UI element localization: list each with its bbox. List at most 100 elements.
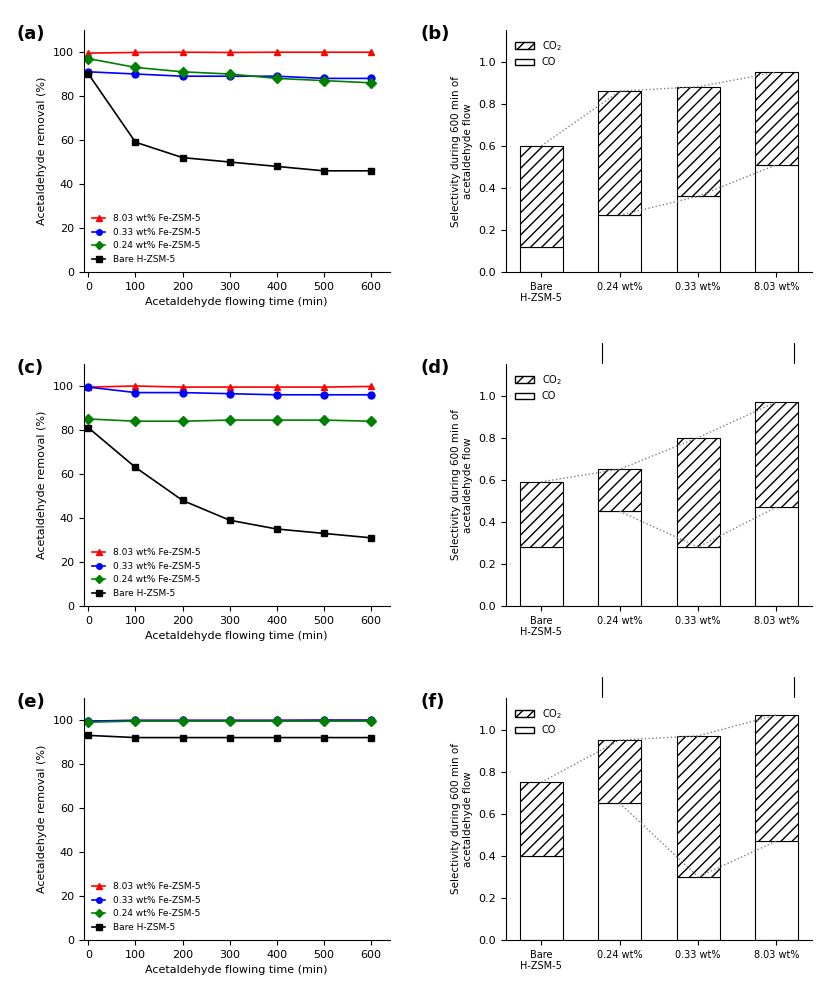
Bar [754, 72, 797, 165]
Line: 0.33 wt% Fe-ZSM-5: 0.33 wt% Fe-ZSM-5 [84, 717, 374, 725]
Line: 8.03 wt% Fe-ZSM-5: 8.03 wt% Fe-ZSM-5 [84, 49, 374, 57]
X-axis label: Acetaldehyde flowing time (min): Acetaldehyde flowing time (min) [145, 297, 328, 307]
8.03 wt% Fe-ZSM-5 [224, 46, 234, 58]
Y-axis label: Acetaldehyde removal (%): Acetaldehyde removal (%) [38, 77, 48, 225]
0.33 wt% Fe-ZSM-5 [365, 72, 375, 84]
0.24 wt% Fe-ZSM-5 [224, 68, 234, 80]
8.03 wt% Fe-ZSM-5 [130, 714, 140, 726]
8.03 wt% Fe-ZSM-5 [84, 47, 94, 59]
Text: (a): (a) [17, 25, 45, 43]
Bar [598, 215, 640, 272]
0.24 wt% Fe-ZSM-5 [130, 415, 140, 427]
Text: (e): (e) [17, 693, 45, 711]
Bar [754, 507, 797, 606]
0.33 wt% Fe-ZSM-5 [319, 389, 329, 401]
0.33 wt% Fe-ZSM-5 [272, 70, 282, 82]
Line: 0.33 wt% Fe-ZSM-5: 0.33 wt% Fe-ZSM-5 [84, 384, 374, 398]
0.24 wt% Fe-ZSM-5 [365, 415, 375, 427]
8.03 wt% Fe-ZSM-5 [224, 381, 234, 393]
8.03 wt% Fe-ZSM-5 [319, 714, 329, 726]
8.03 wt% Fe-ZSM-5 [130, 380, 140, 392]
0.33 wt% Fe-ZSM-5 [130, 387, 140, 399]
Bare H-ZSM-5 [177, 494, 187, 506]
Line: 0.24 wt% Fe-ZSM-5: 0.24 wt% Fe-ZSM-5 [84, 55, 374, 86]
X-axis label: Acetaldehyde flowing time (min): Acetaldehyde flowing time (min) [145, 965, 328, 975]
Legend: CO$_2$, CO: CO$_2$, CO [510, 703, 565, 739]
Bare H-ZSM-5 [84, 422, 94, 434]
Bar [598, 469, 640, 511]
0.24 wt% Fe-ZSM-5 [319, 75, 329, 87]
Bare H-ZSM-5 [272, 523, 282, 535]
8.03 wt% Fe-ZSM-5 [84, 381, 94, 393]
Text: (c): (c) [17, 359, 43, 377]
8.03 wt% Fe-ZSM-5 [177, 381, 187, 393]
X-axis label: Acetaldehyde flowing time (min): Acetaldehyde flowing time (min) [145, 631, 328, 641]
Y-axis label: Selectivity during 600 min of
acetaldehyde flow: Selectivity during 600 min of acetaldehy… [451, 76, 472, 227]
Bare H-ZSM-5 [130, 732, 140, 744]
0.24 wt% Fe-ZSM-5 [224, 715, 234, 727]
Text: (b): (b) [420, 25, 449, 43]
Bare H-ZSM-5 [365, 532, 375, 544]
8.03 wt% Fe-ZSM-5 [272, 46, 282, 58]
Bare H-ZSM-5 [84, 729, 94, 741]
0.24 wt% Fe-ZSM-5 [84, 413, 94, 425]
0.33 wt% Fe-ZSM-5 [319, 714, 329, 726]
0.24 wt% Fe-ZSM-5 [365, 715, 375, 727]
Bar [754, 402, 797, 507]
Bar [675, 196, 719, 272]
Bar [519, 782, 563, 856]
Legend: 8.03 wt% Fe-ZSM-5, 0.33 wt% Fe-ZSM-5, 0.24 wt% Fe-ZSM-5, Bare H-ZSM-5: 8.03 wt% Fe-ZSM-5, 0.33 wt% Fe-ZSM-5, 0.… [88, 211, 204, 268]
0.33 wt% Fe-ZSM-5 [272, 714, 282, 726]
Bare H-ZSM-5 [84, 68, 94, 80]
Legend: 8.03 wt% Fe-ZSM-5, 0.33 wt% Fe-ZSM-5, 0.24 wt% Fe-ZSM-5, Bare H-ZSM-5: 8.03 wt% Fe-ZSM-5, 0.33 wt% Fe-ZSM-5, 0.… [88, 879, 204, 935]
Legend: CO$_2$, CO: CO$_2$, CO [510, 35, 565, 71]
Bare H-ZSM-5 [365, 732, 375, 744]
0.33 wt% Fe-ZSM-5 [84, 715, 94, 727]
0.33 wt% Fe-ZSM-5 [84, 381, 94, 393]
Text: Fe-ZSM-5: Fe-ZSM-5 [673, 364, 721, 374]
Bar [598, 740, 640, 803]
Bar [519, 547, 563, 606]
Bar [675, 877, 719, 940]
0.33 wt% Fe-ZSM-5 [319, 72, 329, 84]
Bare H-ZSM-5 [319, 527, 329, 539]
0.24 wt% Fe-ZSM-5 [130, 61, 140, 73]
Line: 0.33 wt% Fe-ZSM-5: 0.33 wt% Fe-ZSM-5 [84, 68, 374, 82]
0.24 wt% Fe-ZSM-5 [84, 53, 94, 65]
Line: 0.24 wt% Fe-ZSM-5: 0.24 wt% Fe-ZSM-5 [84, 416, 374, 425]
0.24 wt% Fe-ZSM-5 [319, 414, 329, 426]
0.24 wt% Fe-ZSM-5 [272, 72, 282, 84]
0.33 wt% Fe-ZSM-5 [272, 389, 282, 401]
Bar [754, 165, 797, 272]
Bar [675, 438, 719, 547]
0.24 wt% Fe-ZSM-5 [177, 415, 187, 427]
0.33 wt% Fe-ZSM-5 [224, 714, 234, 726]
Bare H-ZSM-5 [365, 165, 375, 177]
0.33 wt% Fe-ZSM-5 [130, 714, 140, 726]
Bar [519, 146, 563, 247]
Bar [754, 841, 797, 940]
Line: Bare H-ZSM-5: Bare H-ZSM-5 [84, 424, 374, 541]
8.03 wt% Fe-ZSM-5 [224, 714, 234, 726]
Line: Bare H-ZSM-5: Bare H-ZSM-5 [84, 732, 374, 741]
Line: 8.03 wt% Fe-ZSM-5: 8.03 wt% Fe-ZSM-5 [84, 717, 374, 725]
Bare H-ZSM-5 [224, 514, 234, 526]
8.03 wt% Fe-ZSM-5 [319, 381, 329, 393]
0.33 wt% Fe-ZSM-5 [177, 70, 187, 82]
Bare H-ZSM-5 [130, 136, 140, 148]
8.03 wt% Fe-ZSM-5 [84, 715, 94, 727]
Bar [519, 247, 563, 272]
0.24 wt% Fe-ZSM-5 [365, 77, 375, 89]
Y-axis label: Selectivity during 600 min of
acetaldehyde flow: Selectivity during 600 min of acetaldehy… [451, 410, 472, 560]
0.24 wt% Fe-ZSM-5 [272, 715, 282, 727]
Line: 8.03 wt% Fe-ZSM-5: 8.03 wt% Fe-ZSM-5 [84, 383, 374, 391]
8.03 wt% Fe-ZSM-5 [272, 381, 282, 393]
Legend: 8.03 wt% Fe-ZSM-5, 0.33 wt% Fe-ZSM-5, 0.24 wt% Fe-ZSM-5, Bare H-ZSM-5: 8.03 wt% Fe-ZSM-5, 0.33 wt% Fe-ZSM-5, 0.… [88, 545, 204, 601]
0.24 wt% Fe-ZSM-5 [272, 414, 282, 426]
Text: (d): (d) [420, 359, 449, 377]
Bare H-ZSM-5 [130, 461, 140, 473]
8.03 wt% Fe-ZSM-5 [365, 380, 375, 392]
0.24 wt% Fe-ZSM-5 [224, 414, 234, 426]
Line: 0.24 wt% Fe-ZSM-5: 0.24 wt% Fe-ZSM-5 [84, 718, 374, 726]
8.03 wt% Fe-ZSM-5 [272, 714, 282, 726]
